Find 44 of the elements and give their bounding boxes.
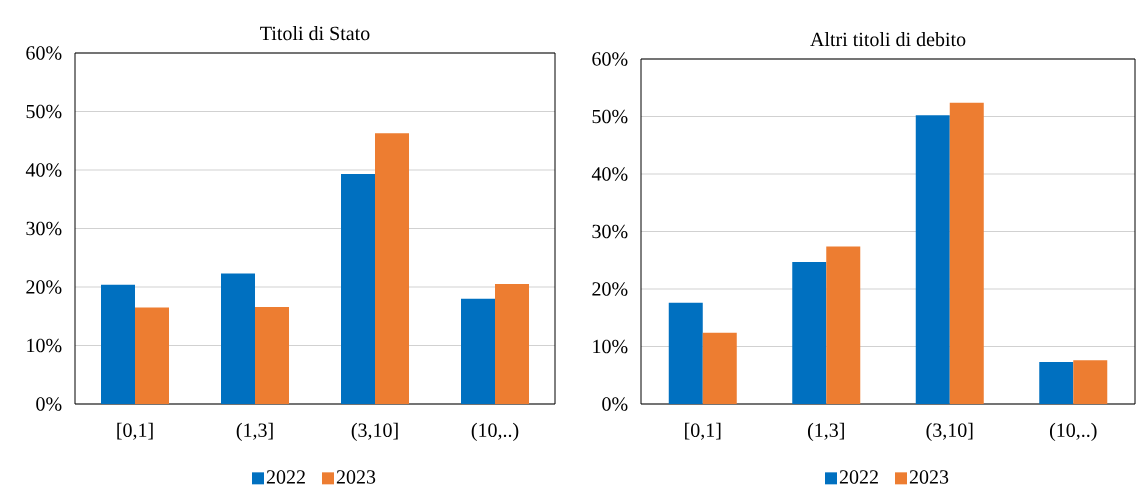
bar [668,302,703,404]
bar [1073,360,1108,404]
x-tick-label: (10,..) [1049,422,1097,442]
bar [255,306,289,404]
y-tick-label: 0% [602,397,628,411]
bar [826,246,861,404]
legend-label: 2023 [336,470,376,484]
chart-title: Titoli di Stato [260,26,370,41]
bar [915,115,950,404]
x-tick-label: [0,1] [117,422,153,440]
y-tick-label: 50% [26,104,62,119]
bar [1039,362,1074,404]
bar [702,332,737,404]
x-tick-label: (3,10] [351,422,398,442]
bar [375,133,409,404]
bar [341,174,375,404]
y-tick-label: 10% [27,338,62,353]
y-tick-label: 40% [25,163,62,177]
bar [495,284,529,404]
y-tick-label: 60% [592,52,628,66]
x-tick-label: (10,..) [471,422,519,442]
legend-label: 2022 [839,470,878,484]
y-tick-label: 20% [592,282,628,296]
legend-label: 2023 [909,470,949,484]
y-tick-label: 30% [592,224,628,239]
bar [221,273,255,404]
bar [792,261,827,404]
y-tick-label: 50% [592,109,628,124]
y-tick-label: 10% [593,339,628,354]
legend-label: 2022 [266,470,305,484]
y-tick-label: 30% [26,221,62,236]
y-tick-label: 20% [26,280,62,294]
bar [135,307,169,404]
x-tick-label: (3,10] [926,422,973,442]
y-tick-label: 60% [26,46,62,60]
x-tick-label: [0,1] [685,422,721,440]
x-tick-label: (1,3] [236,422,273,442]
x-tick-label: (1,3] [807,422,844,442]
bar [949,102,984,404]
y-tick-label: 0% [36,397,62,411]
y-tick-label: 40% [591,167,628,181]
bar [101,284,135,404]
chart-title: Altri titoli di debito [810,32,966,47]
bar [461,298,495,404]
